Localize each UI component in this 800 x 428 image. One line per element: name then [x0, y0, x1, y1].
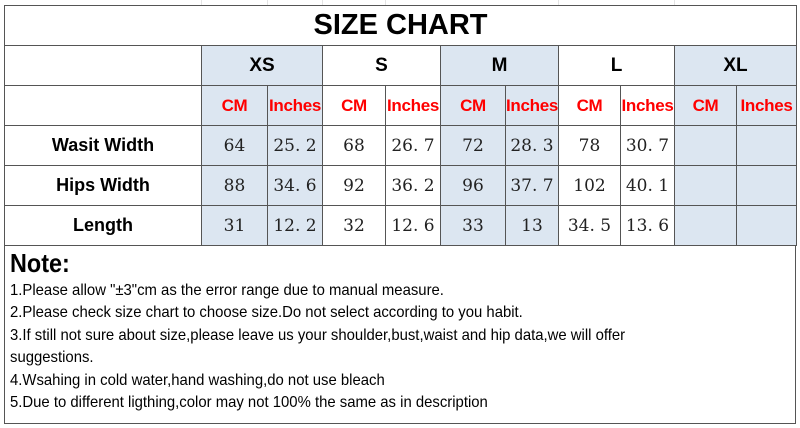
value-cell: 36. 2	[385, 165, 441, 206]
unit-cm: CM	[674, 85, 737, 126]
value-cell: 96	[440, 165, 506, 206]
unit-inches: Inches	[735, 85, 798, 126]
size-chart-table: SIZE CHART XS S M L XL CM Inches CM Inches C…	[3, 5, 798, 246]
value-cell: 72	[440, 125, 506, 166]
notes-title: Note:	[10, 248, 70, 278]
value-cell: 64	[201, 125, 268, 166]
row-label: Length	[4, 205, 202, 246]
value-cell: 32	[322, 205, 386, 246]
value-cell	[674, 165, 737, 206]
note-line: 5.Due to different ligthing,color may no…	[10, 394, 488, 411]
value-cell	[735, 125, 798, 166]
value-cell: 78	[558, 125, 621, 166]
value-cell	[735, 165, 798, 206]
value-cell: 34. 5	[558, 205, 621, 246]
unit-cm: CM	[322, 85, 386, 126]
empty-cell	[4, 45, 202, 86]
value-cell: 28. 3	[505, 125, 559, 166]
size-s: S	[322, 45, 441, 86]
unit-header-row: CM Inches CM Inches CM Inches CM Inches CM Inches	[4, 85, 798, 126]
value-cell: 12. 2	[267, 205, 323, 246]
value-cell: 31	[201, 205, 268, 246]
notes-section: Note: 1.Please allow "±3"cm as the error…	[4, 246, 796, 424]
unit-inches: Inches	[620, 85, 675, 126]
unit-cm: CM	[440, 85, 506, 126]
table-row-length: Length 31 12. 2 32 12. 6 33 13 34. 5 13. 6	[4, 205, 798, 246]
gridline	[322, 0, 323, 5]
value-cell: 102	[558, 165, 621, 206]
size-l: L	[558, 45, 675, 86]
value-cell: 30. 7	[620, 125, 675, 166]
note-line: suggestions.	[10, 349, 94, 366]
table-row-hips: Hips Width 88 34. 6 92 36. 2 96 37. 7 102 40. 1	[4, 165, 798, 206]
unit-inches: Inches	[385, 85, 441, 126]
value-cell	[674, 125, 737, 166]
unit-cm: CM	[558, 85, 621, 126]
value-cell: 25. 2	[267, 125, 323, 166]
value-cell: 40. 1	[620, 165, 675, 206]
note-line: 2.Please check size chart to choose size…	[10, 304, 523, 321]
value-cell: 13. 6	[620, 205, 675, 246]
size-xl: XL	[673, 45, 798, 86]
empty-cell	[4, 85, 202, 126]
value-cell: 33	[440, 205, 506, 246]
size-header-row: XS S M L XL	[4, 45, 798, 86]
note-line: 1.Please allow "±3"cm as the error range…	[10, 282, 444, 299]
value-cell	[674, 205, 737, 246]
value-cell: 92	[322, 165, 386, 206]
chart-title: SIZE CHART	[3, 5, 798, 46]
note-line: 3.If still not sure about size,please le…	[10, 327, 626, 344]
gridline	[201, 0, 202, 5]
value-cell: 26. 7	[385, 125, 441, 166]
size-xs: XS	[201, 45, 323, 86]
note-line: 4.Wsahing in cold water,hand washing,do …	[10, 372, 385, 389]
unit-inches: Inches	[505, 85, 559, 126]
value-cell: 13	[505, 205, 559, 246]
row-label: Wasit Width	[4, 125, 202, 166]
value-cell: 37. 7	[505, 165, 559, 206]
gridline	[674, 0, 675, 5]
gridline	[558, 0, 559, 5]
unit-cm: CM	[201, 85, 268, 126]
size-m: M	[440, 45, 559, 86]
value-cell	[735, 205, 798, 246]
gridline	[385, 0, 386, 5]
unit-inches: Inches	[267, 85, 323, 126]
row-label: Hips Width	[4, 165, 202, 206]
gridline	[267, 0, 268, 5]
value-cell: 34. 6	[267, 165, 323, 206]
table-row-waist: Wasit Width 64 25. 2 68 26. 7 72 28. 3 78 30. 7	[4, 125, 798, 166]
value-cell: 12. 6	[385, 205, 441, 246]
value-cell: 68	[322, 125, 386, 166]
value-cell: 88	[201, 165, 268, 206]
